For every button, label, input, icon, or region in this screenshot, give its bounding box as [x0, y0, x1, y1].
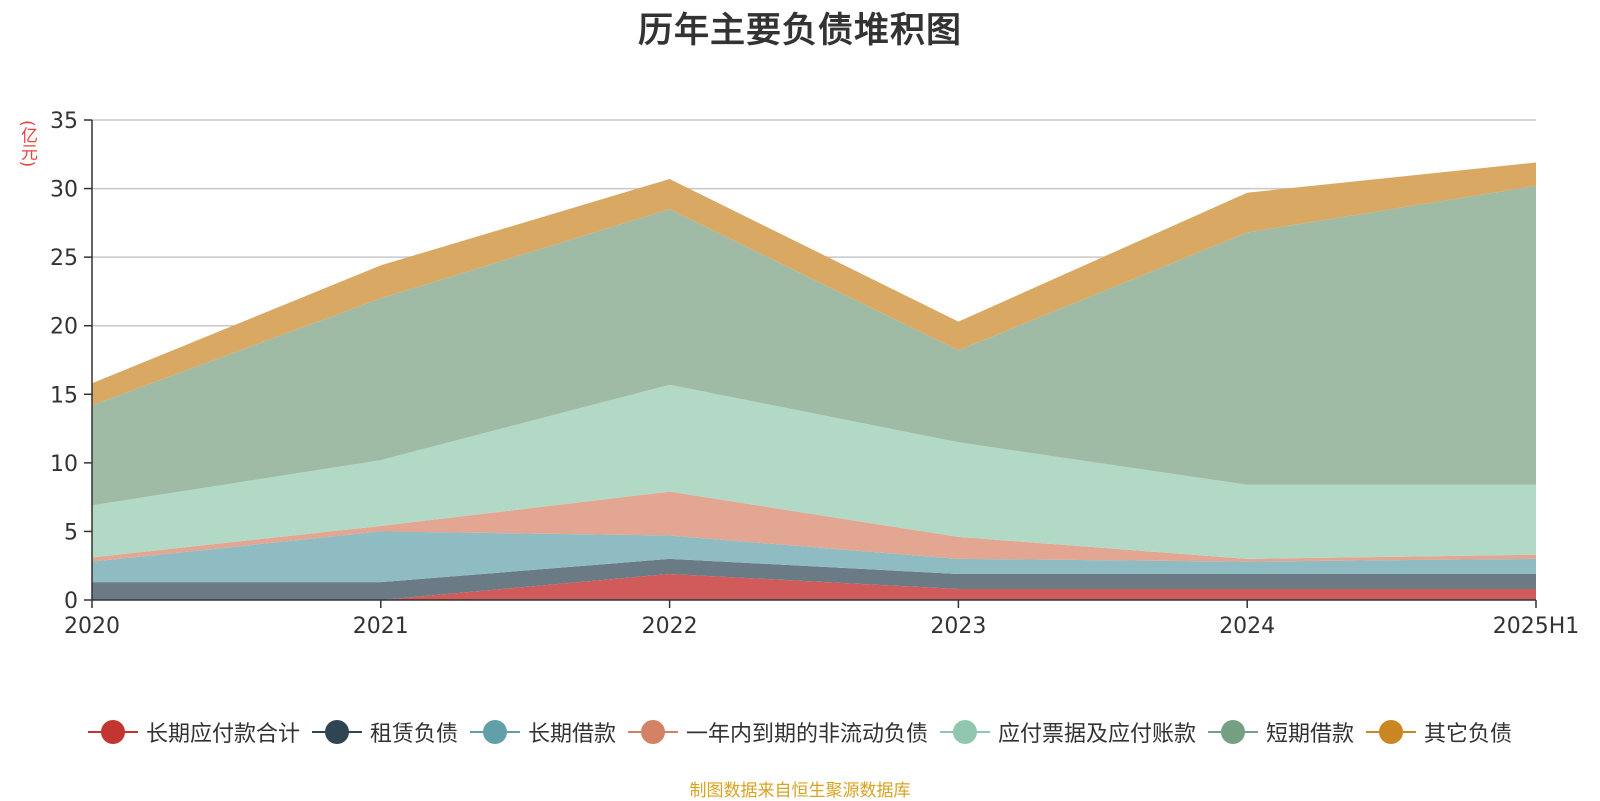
legend-swatch: [311, 719, 362, 745]
y-tick-label: 20: [50, 315, 78, 340]
area-series-6: [92, 185, 1536, 506]
legend-label: 租赁负债: [369, 722, 458, 747]
legend-label: 短期借款: [1266, 722, 1355, 747]
legend-item-7[interactable]: 其它负债: [1366, 716, 1512, 748]
area-series-7: [92, 162, 1536, 406]
legend-item-1[interactable]: 长期应付款合计: [87, 716, 300, 748]
chart-title: 历年主要负债堆积图: [637, 11, 962, 51]
source-note: 制图数据来自恒生聚源数据库: [689, 781, 911, 801]
y-tick-label: 0: [64, 589, 78, 614]
y-tick-label: 10: [50, 452, 78, 477]
legend-swatch: [940, 719, 990, 745]
legend-item-6[interactable]: 短期借款: [1208, 716, 1354, 748]
legend-item-4[interactable]: 一年内到期的非流动负债: [627, 716, 928, 748]
stacked-area-plot: 0 5 10 15 20 25 30 35 2020 2021 2022 2023 2024 2025H…: [50, 109, 1579, 639]
x-tick-labels: 2020 2021 2022 2023 2024 2025H1: [64, 600, 1579, 639]
area-series-2: [92, 558, 1536, 600]
legend-label: 应付票据及应付账款: [998, 722, 1197, 747]
legend-swatch: [627, 719, 678, 745]
y-tick-labels: 0 5 10 15 20 25 30 35: [50, 109, 92, 614]
x-tick-label: 2024: [1219, 614, 1275, 639]
x-tick-label: 2020: [64, 614, 120, 639]
area-series: [92, 162, 1536, 600]
y-axis-unit-label: (亿元): [17, 120, 37, 168]
y-tick-label: 5: [64, 520, 78, 545]
x-tick-label: 2022: [642, 614, 698, 639]
legend-swatch: [87, 719, 138, 745]
y-tick-label: 25: [50, 246, 78, 271]
legend: 长期应付款合计 租赁负债 长期借款 一年内到期的非流动负债 应付票据及应付账款 短期借款 其…: [0, 716, 1600, 748]
axes: [91, 120, 1536, 601]
legend-label: 一年内到期的非流动负债: [685, 722, 928, 747]
area-series-5: [92, 384, 1536, 559]
legend-swatch: [1208, 719, 1259, 745]
legend-item-3[interactable]: 长期借款: [469, 716, 616, 748]
legend-label: 其它负债: [1424, 722, 1513, 747]
legend-label: 长期应付款合计: [145, 722, 300, 747]
legend-label: 长期借款: [527, 722, 616, 747]
x-tick-label: 2023: [930, 614, 986, 639]
area-series-4: [92, 491, 1536, 562]
area-series-3: [92, 531, 1536, 583]
legend-swatch: [1366, 719, 1417, 745]
legend-item-5[interactable]: 应付票据及应付账款: [940, 716, 1196, 748]
x-tick-label: 2025H1: [1493, 614, 1580, 639]
y-tick-label: 35: [50, 109, 78, 134]
x-tick-label: 2021: [353, 614, 409, 639]
legend-item-2[interactable]: 租赁负债: [311, 716, 458, 748]
legend-swatch: [469, 719, 520, 745]
y-tick-label: 15: [50, 383, 78, 408]
area-series-1: [92, 573, 1536, 600]
y-tick-label: 30: [50, 178, 78, 203]
